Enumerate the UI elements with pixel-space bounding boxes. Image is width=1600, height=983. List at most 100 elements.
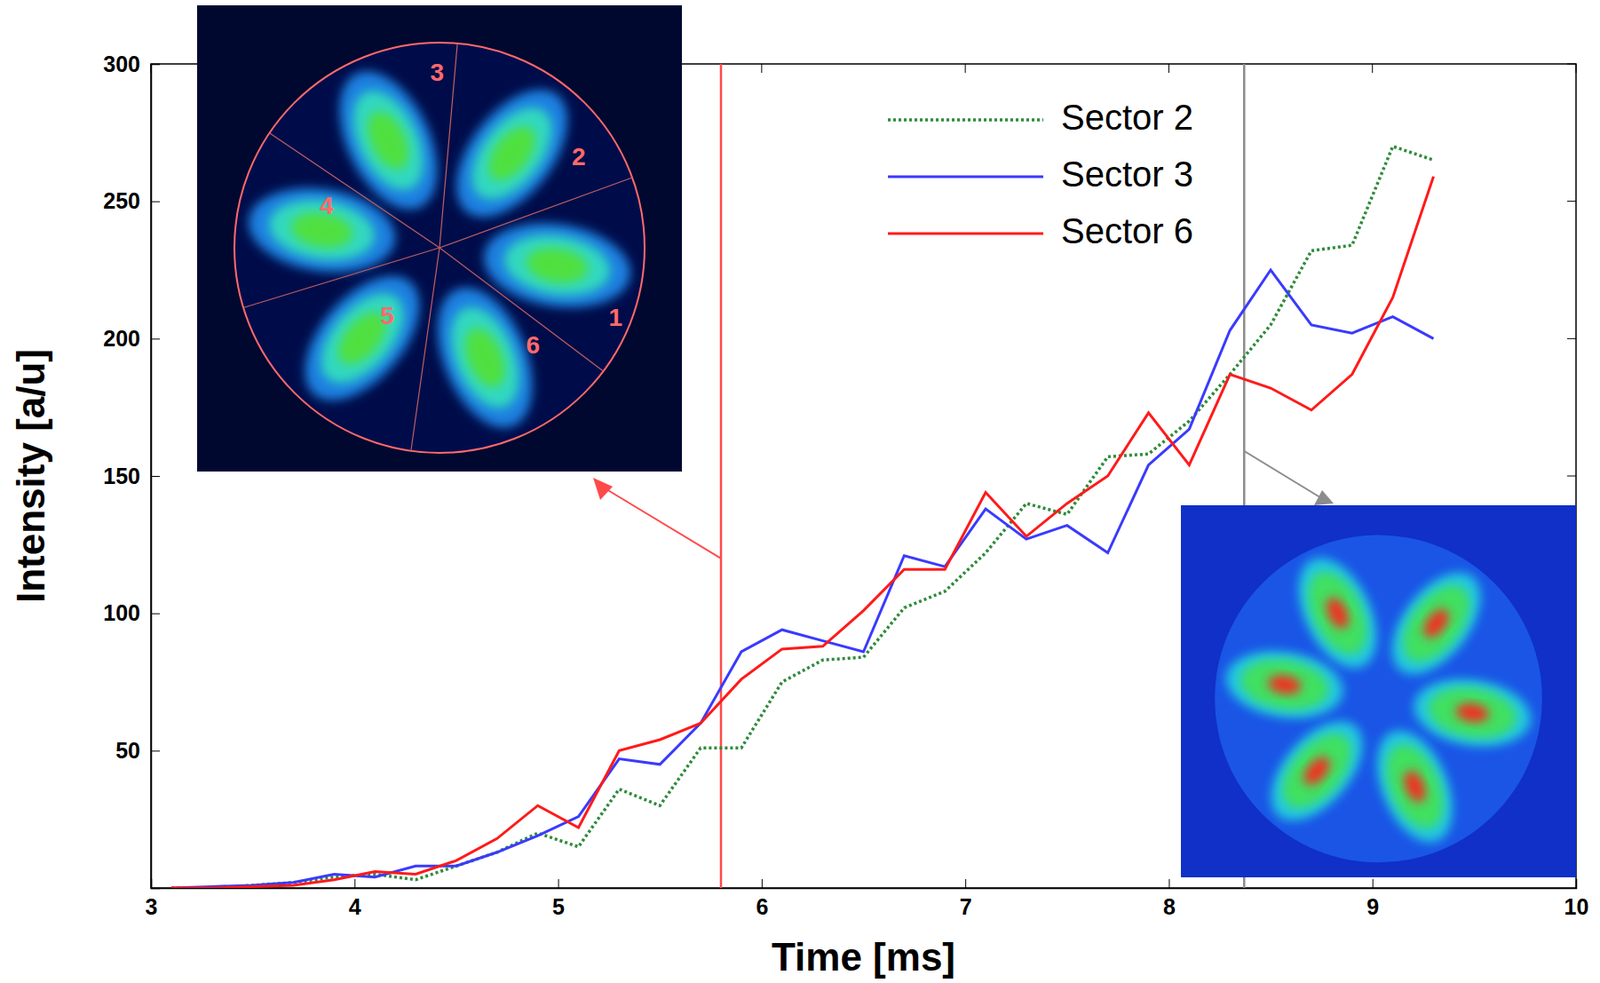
- inset-blob: [1253, 704, 1380, 838]
- inset-blob: [319, 55, 458, 225]
- x-tick: 7: [959, 879, 973, 919]
- y-tick-mark: [150, 613, 160, 615]
- y-axis: 50 100 150 200 250 300: [102, 51, 160, 889]
- x-tick: 4: [348, 879, 362, 919]
- x-tick-label: 9: [1366, 894, 1379, 919]
- x-tick-label: 8: [1163, 894, 1176, 919]
- inset-blob: [1362, 719, 1468, 854]
- inset-blob: [499, 228, 614, 302]
- y-tick: 200: [102, 325, 160, 351]
- y-tick-label: 200: [102, 325, 141, 351]
- y-tick: 150: [102, 463, 160, 489]
- inset-label: 4: [319, 191, 334, 220]
- inset-image: 123456: [197, 5, 682, 472]
- x-tick-mark: [1168, 879, 1170, 888]
- inset-label: 3: [429, 58, 444, 87]
- x-tick-mark-top: [1371, 63, 1373, 73]
- inset-blob: [1269, 720, 1365, 821]
- x-tick: 9: [1366, 879, 1379, 919]
- x-tick-mark-top: [760, 63, 762, 73]
- inset-blob: [456, 93, 569, 214]
- x-tick-mark-top: [150, 63, 152, 73]
- y-tick-mark: [150, 750, 160, 752]
- legend-label: Sector 2: [1061, 97, 1194, 137]
- x-tick-label: 6: [755, 894, 769, 919]
- x-tick-mark: [1576, 879, 1577, 888]
- inset-blob: [434, 70, 590, 238]
- inset-disc: [234, 42, 645, 453]
- inset-blob: [1267, 673, 1303, 697]
- x-tick-mark: [761, 879, 763, 888]
- y-axis-line: [151, 64, 161, 889]
- x-tick-label: 10: [1564, 894, 1590, 919]
- y-tick: 100: [102, 600, 160, 626]
- marker-line: [720, 63, 723, 888]
- x-tick-mark-top: [1576, 63, 1577, 73]
- inset-blob: [1454, 701, 1490, 725]
- x-tick-mark-top: [965, 63, 967, 73]
- y-tick-mark: [150, 201, 160, 203]
- y-tick-mark-right: [1567, 475, 1577, 477]
- inset-blob: [1221, 643, 1348, 727]
- y-tick-mark-right: [1567, 63, 1577, 65]
- inset-blob: [242, 178, 401, 282]
- y-axis-title: Intensity [a/u]: [8, 348, 53, 603]
- inset-blob: [523, 243, 591, 287]
- inset-blob: [1296, 562, 1379, 665]
- y-tick-label: 300: [102, 51, 141, 77]
- y-tick: 300: [102, 51, 160, 77]
- legend-swatch: [887, 175, 1044, 179]
- inset-label: 5: [380, 301, 395, 330]
- inset-divider: [411, 247, 440, 452]
- x-tick: 5: [552, 879, 565, 919]
- connector: [1243, 451, 1323, 500]
- inset-label: 1: [608, 303, 623, 332]
- y-tick-label: 250: [102, 188, 141, 214]
- arrowhead: [593, 477, 613, 500]
- x-tick: 8: [1163, 879, 1176, 919]
- legend-swatch: [887, 118, 1044, 122]
- inset-blob: [1375, 736, 1455, 837]
- inset-divider: [243, 247, 440, 309]
- x-axis: 345678910: [145, 879, 1590, 919]
- inset-blob: [305, 278, 420, 398]
- inset-blob: [1389, 573, 1482, 674]
- inset-blob: [1409, 671, 1536, 754]
- inset-blob: [419, 273, 552, 442]
- inset-divider: [439, 177, 633, 248]
- inset-outline: [234, 42, 645, 453]
- inset-blob: [457, 322, 514, 393]
- inset-divider: [439, 247, 603, 372]
- x-tick-mark: [354, 879, 356, 888]
- x-tick-mark: [965, 879, 967, 888]
- y-tick: 250: [102, 188, 160, 214]
- inset-blob: [1418, 604, 1454, 642]
- inset-image: [1180, 505, 1577, 878]
- inset-blob: [339, 79, 439, 202]
- connector: [601, 486, 721, 559]
- inset-blob: [1374, 556, 1498, 690]
- arrowhead: [1314, 490, 1334, 506]
- inset-blob: [283, 255, 442, 421]
- y-tick-label: 150: [102, 463, 141, 489]
- inset-blob: [479, 118, 545, 189]
- inset-blob: [1322, 594, 1354, 632]
- x-tick-mark-top: [1168, 63, 1170, 73]
- inset-disc: [1214, 535, 1543, 864]
- inset-background: [197, 5, 682, 472]
- x-tick-label: 5: [552, 894, 565, 919]
- inset-divider: [269, 133, 440, 248]
- y-tick-mark: [150, 63, 160, 65]
- y-tick-mark: [150, 475, 160, 477]
- x-tick: 6: [755, 879, 769, 919]
- inset-blob: [359, 104, 418, 176]
- y-tick-label: 50: [115, 737, 141, 763]
- inset-blob: [437, 297, 533, 419]
- x-tick-mark: [1372, 879, 1374, 888]
- y-tick-mark-right: [1567, 200, 1577, 202]
- legend-label: Sector 3: [1061, 154, 1194, 194]
- inset-label: 6: [526, 331, 541, 359]
- x-tick-mark: [558, 879, 560, 888]
- inset-blob: [1425, 681, 1521, 744]
- x-tick: 10: [1564, 879, 1590, 919]
